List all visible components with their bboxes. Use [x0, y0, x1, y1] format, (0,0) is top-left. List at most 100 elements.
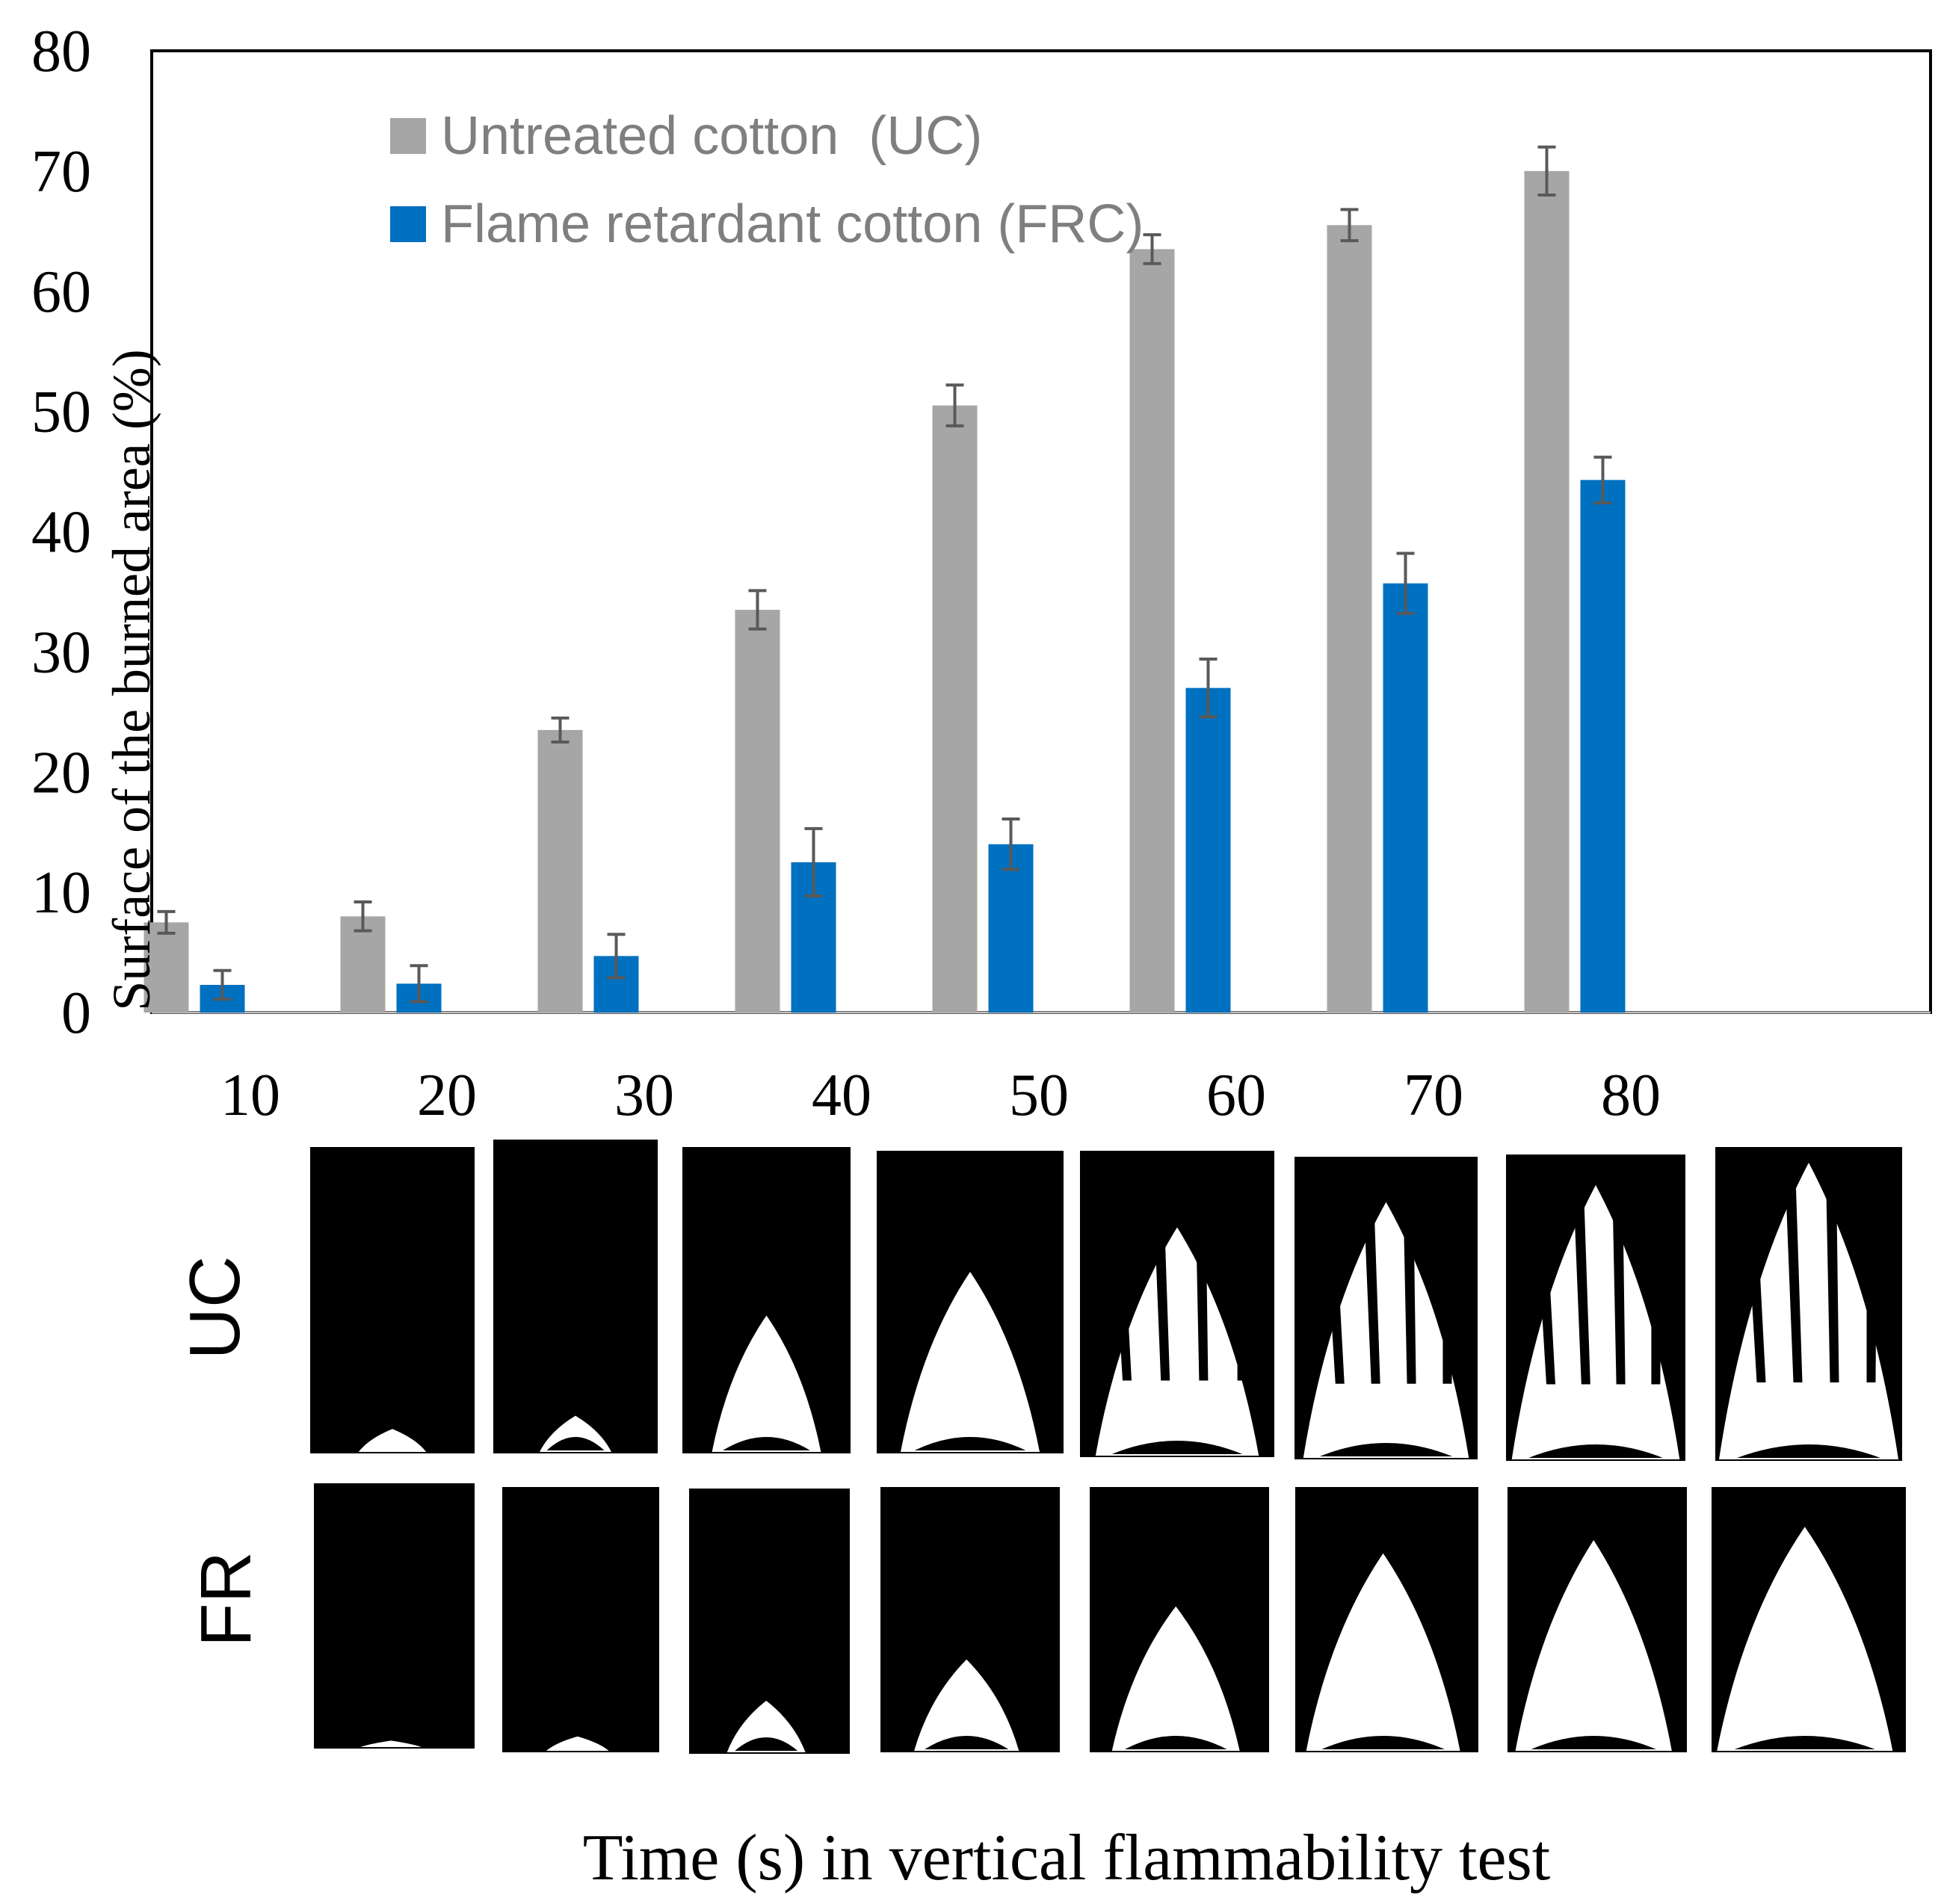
legend-swatch-frc: [390, 206, 426, 242]
x-tick-label: 10: [220, 1063, 280, 1128]
x-tick-label: 70: [1404, 1063, 1463, 1128]
bar-frc-80: [1580, 480, 1626, 1013]
uc-specimen-50: [1080, 1151, 1274, 1457]
x-tick-labels: 10 20 30 40 50 60 70 80: [220, 1063, 1661, 1128]
legend-label-frc: Flame retardant cotton (FRC): [441, 194, 1144, 254]
error-bar-frc-50: [1002, 817, 1020, 871]
error-bar-frc-80: [1593, 455, 1612, 504]
error-bar-uc-70: [1340, 208, 1359, 243]
bar-uc-30: [537, 729, 583, 1013]
legend: Untreated cotton (UC) Flame retardant co…: [390, 106, 1144, 254]
error-bar-uc-20: [354, 900, 372, 933]
burned-region: [1111, 1606, 1240, 1751]
char-streak: [1321, 1164, 1345, 1384]
row-label-fr: FR: [186, 1551, 266, 1647]
fr-specimen-40: [880, 1487, 1060, 1752]
char-streak: [1743, 1155, 1766, 1382]
uc-specimen-40: [877, 1151, 1064, 1453]
specimen-images: [310, 1140, 1906, 1754]
char-band: [1531, 1736, 1656, 1749]
burned-region: [1717, 1527, 1893, 1751]
fr-specimen-20: [502, 1487, 659, 1752]
char-band: [1737, 1444, 1880, 1458]
char-band: [925, 1736, 1009, 1749]
error-bar-uc-80: [1537, 145, 1556, 197]
specimen-background: [493, 1140, 658, 1453]
char-band: [1124, 1736, 1227, 1749]
bar-uc-10: [144, 922, 189, 1013]
char-streak: [1572, 1162, 1590, 1385]
y-tick-label: 80: [31, 19, 91, 84]
x-tick-label: 80: [1601, 1063, 1661, 1128]
error-bar-frc-40: [804, 826, 823, 897]
y-tick-label: 60: [31, 259, 91, 325]
char-streak: [1109, 1158, 1132, 1381]
legend-label-uc: Untreated cotton (UC): [441, 106, 982, 166]
row-label-uc: UC: [175, 1256, 255, 1360]
burned-region: [901, 1272, 1040, 1452]
burned-region: [358, 1429, 427, 1452]
char-streak: [1402, 1164, 1416, 1384]
bar-uc-50: [932, 405, 978, 1013]
specimen-background: [502, 1487, 659, 1752]
x-tick-label: 40: [812, 1063, 871, 1128]
bar-uc-60: [1129, 249, 1175, 1013]
burned-region: [1306, 1553, 1460, 1751]
error-bar-frc-70: [1396, 551, 1415, 615]
specimen-background: [314, 1483, 475, 1749]
fr-specimen-80: [1712, 1487, 1906, 1752]
x-tick-label: 50: [1009, 1063, 1069, 1128]
char-band: [1111, 1441, 1243, 1454]
uc-specimen-10: [310, 1147, 475, 1453]
error-bar-uc-10: [157, 909, 176, 935]
fr-specimen-10: [314, 1483, 475, 1749]
uc-specimen-80: [1715, 1147, 1902, 1461]
char-streak: [1784, 1155, 1803, 1382]
fr-specimen-50: [1090, 1487, 1269, 1752]
burned-region: [712, 1315, 821, 1452]
y-tick-label: 10: [31, 860, 91, 926]
char-streak: [1152, 1158, 1170, 1381]
char-band: [1319, 1443, 1453, 1456]
uc-specimen-70: [1506, 1155, 1685, 1461]
char-band: [1734, 1736, 1875, 1749]
char-streak: [1611, 1162, 1626, 1385]
x-tick-label: 60: [1206, 1063, 1266, 1128]
error-bar-frc-60: [1199, 658, 1218, 719]
y-tick-label: 20: [31, 740, 91, 806]
error-bar-uc-50: [945, 383, 964, 427]
char-streak: [1194, 1158, 1209, 1381]
uc-specimen-30: [682, 1147, 851, 1453]
char-streak: [1533, 1162, 1555, 1385]
bars: [144, 145, 1626, 1013]
uc-specimen-60: [1294, 1157, 1478, 1459]
uc-specimen-20: [493, 1140, 658, 1453]
char-streak: [1825, 1155, 1839, 1382]
error-bar-frc-20: [410, 964, 428, 1004]
bar-uc-20: [340, 916, 386, 1013]
char-streak: [1362, 1164, 1380, 1384]
char-streak: [1442, 1164, 1454, 1384]
y-tick-label: 70: [31, 139, 91, 205]
y-tick-label: 0: [61, 980, 91, 1046]
bar-uc-40: [735, 610, 780, 1013]
error-bar-uc-40: [748, 589, 767, 631]
fr-specimen-60: [1295, 1487, 1478, 1752]
fr-specimen-70: [1508, 1487, 1687, 1752]
error-bar-frc-10: [213, 968, 232, 1001]
char-band: [735, 1737, 798, 1751]
char-band: [723, 1437, 810, 1450]
error-bar-uc-30: [551, 716, 570, 744]
char-band: [546, 1437, 605, 1450]
burned-region: [726, 1701, 806, 1752]
burned-region: [360, 1740, 422, 1747]
error-bar-uc-60: [1143, 233, 1161, 265]
bar-frc-60: [1185, 687, 1231, 1013]
burned-region: [914, 1659, 1019, 1751]
char-streak: [1237, 1158, 1248, 1381]
burned-region: [546, 1736, 609, 1751]
legend-swatch-uc: [390, 118, 426, 154]
burned-region: [1515, 1540, 1672, 1751]
char-streak: [1866, 1155, 1877, 1382]
burned-region: [1095, 1227, 1259, 1456]
